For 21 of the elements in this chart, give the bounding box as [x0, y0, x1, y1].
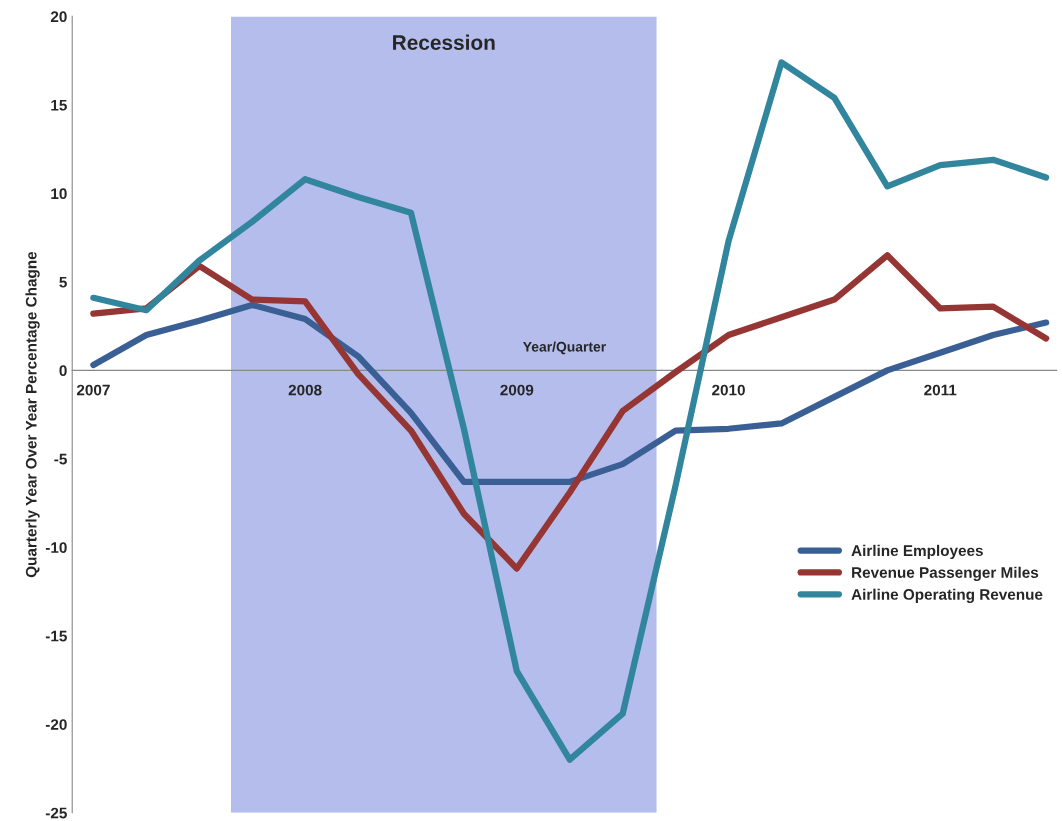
- x-tick-label: 2008: [288, 384, 322, 396]
- x-tick-label: 2011: [924, 384, 957, 396]
- legend-label: Airline Employees: [851, 544, 983, 560]
- y-tick-label: 5: [59, 276, 67, 288]
- y-axis-title: Quarterly Year Over Year Percentage Chagne: [25, 251, 40, 578]
- y-tick-label: -20: [45, 719, 67, 730]
- y-tick-label: 15: [51, 99, 67, 111]
- y-tick-label: -10: [45, 542, 67, 554]
- y-tick-label: -5: [54, 453, 67, 465]
- y-tick-label: 10: [51, 188, 67, 200]
- legend-label: Airline Operating Revenue: [851, 588, 1043, 603]
- y-tick-label: 0: [59, 365, 67, 377]
- legend-label: Revenue Passenger Miles: [852, 566, 1039, 581]
- y-tick-label: -15: [45, 630, 67, 642]
- y-tick-label: 20: [50, 11, 67, 23]
- band-label: Recession: [393, 34, 495, 50]
- x-tick-label: 2009: [500, 384, 534, 396]
- y-tick-label: -25: [45, 807, 67, 819]
- x-tick-label: 2007: [76, 384, 110, 396]
- x-axis-title: Year/Quarter: [523, 341, 606, 355]
- x-tick-label: 2010: [712, 384, 745, 396]
